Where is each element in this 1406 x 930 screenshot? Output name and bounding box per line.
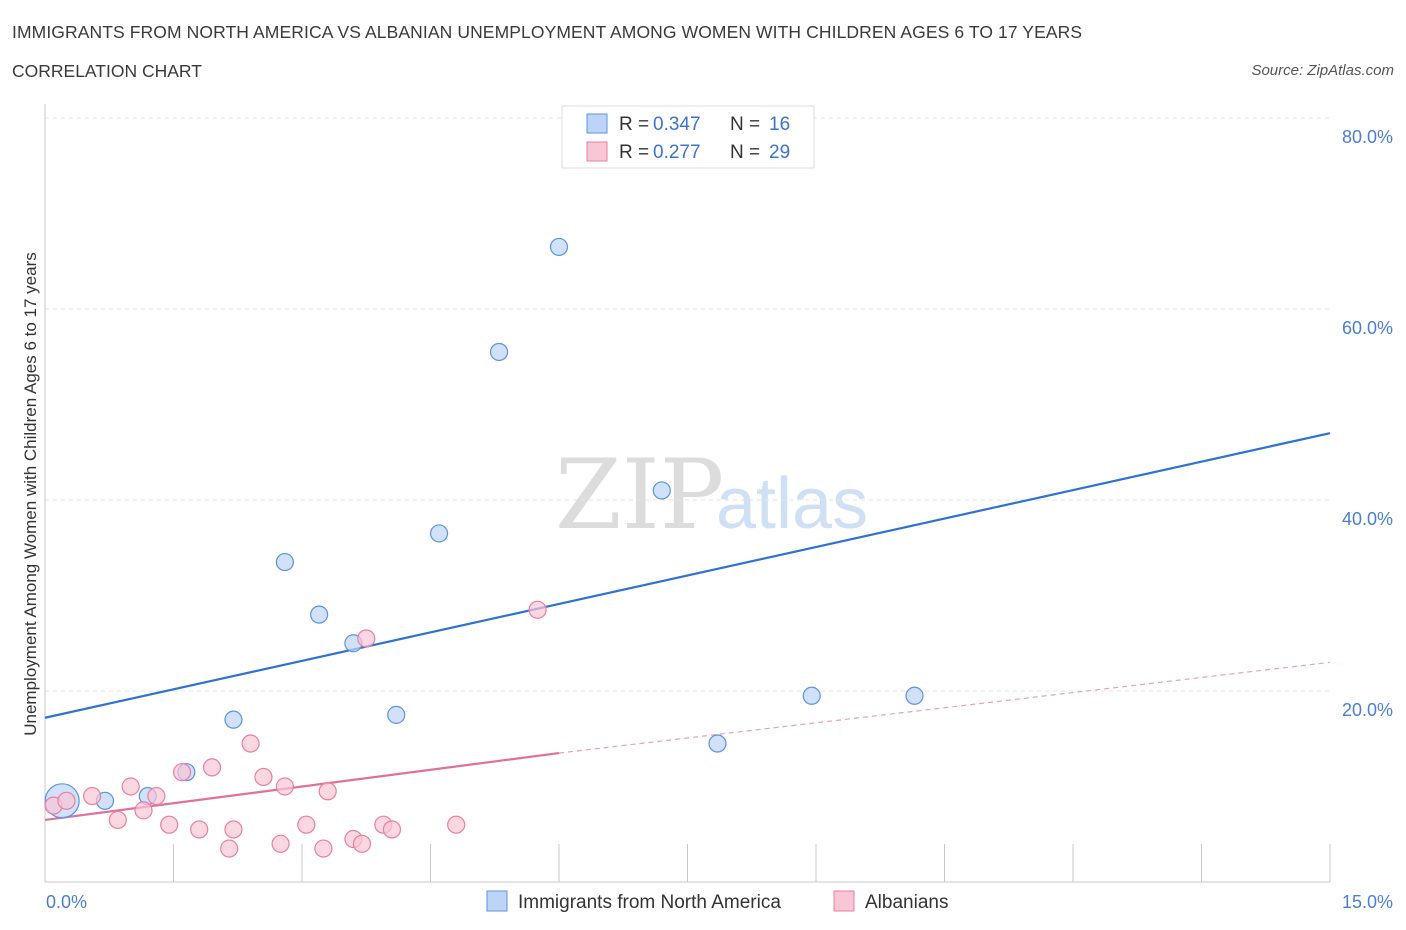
- legend-n-label-1: N =: [730, 114, 760, 135]
- point-albanians: [241, 734, 260, 753]
- point-north-america: [489, 342, 509, 362]
- point-albanians: [382, 820, 402, 839]
- bottom-legend-label-albanians: Albanians: [865, 892, 948, 913]
- point-albanians: [447, 815, 466, 834]
- x-tick-labels: 0.0% 15.0%: [46, 892, 1393, 912]
- legend-n-value-1: 16: [769, 114, 790, 135]
- data-points: [44, 237, 924, 858]
- point-albanians: [121, 777, 140, 796]
- point-north-america: [275, 552, 294, 572]
- point-albanians: [190, 820, 209, 839]
- point-albanians: [202, 758, 222, 777]
- point-albanians: [224, 820, 243, 839]
- trend-lines: [44, 432, 1331, 822]
- point-north-america: [387, 705, 406, 724]
- bottom-legend-swatch-albanians: [833, 890, 855, 912]
- series-legend: Immigrants from North America Albanians: [486, 890, 948, 913]
- legend-swatch-albanians: [586, 141, 608, 162]
- source-credit: Source: ZipAtlas.com: [1251, 62, 1394, 79]
- legend-r-label-1: R =: [619, 114, 649, 135]
- point-albanians: [160, 815, 179, 834]
- y-tick-labels: 20.0% 40.0% 60.0% 80.0%: [1342, 127, 1393, 720]
- point-north-america: [652, 481, 671, 500]
- point-north-america: [224, 710, 243, 729]
- watermark-atlas: atlas: [716, 464, 868, 544]
- point-albanians: [528, 600, 547, 619]
- bottom-legend-swatch-north-america: [486, 890, 508, 912]
- point-albanians: [57, 791, 76, 810]
- y-axis-label: Unemployment Among Women with Children A…: [21, 252, 40, 736]
- watermark-zip: ZIP: [555, 439, 724, 551]
- point-albanians: [318, 782, 337, 801]
- point-albanians: [297, 815, 316, 834]
- trend-line-1: [44, 432, 1331, 719]
- point-albanians: [352, 834, 372, 853]
- point-albanians: [254, 767, 273, 787]
- y-tick-label: 60.0%: [1342, 318, 1393, 338]
- point-north-america: [549, 237, 569, 257]
- point-albanians: [357, 629, 376, 648]
- legend-swatch-north-america: [586, 113, 608, 134]
- y-tick-label: 40.0%: [1342, 509, 1393, 529]
- point-albanians: [275, 777, 294, 796]
- legend-r-value-2: 0.277: [653, 142, 701, 163]
- chart-subtitle: CORRELATION CHART: [12, 61, 202, 81]
- x-tick-label-max: 15.0%: [1342, 892, 1393, 912]
- trend-line-2: [44, 751, 560, 822]
- point-north-america: [905, 686, 924, 705]
- point-albanians: [271, 834, 290, 853]
- legend-r-label-2: R =: [619, 142, 649, 163]
- point-albanians: [314, 839, 333, 858]
- point-north-america: [429, 524, 449, 543]
- y-tick-label: 80.0%: [1342, 127, 1393, 147]
- point-north-america: [802, 686, 821, 705]
- trend-line-extension-2: [558, 661, 1331, 754]
- stats-legend: R = 0.347 N = 16 R = 0.277 N = 29: [561, 105, 815, 169]
- axes: [44, 104, 1331, 883]
- point-albanians: [108, 810, 127, 830]
- chart-title: IMMIGRANTS FROM NORTH AMERICA VS ALBANIA…: [12, 22, 1083, 42]
- point-albanians: [172, 763, 192, 782]
- point-north-america: [310, 605, 329, 624]
- bottom-legend-label-north-america: Immigrants from North America: [518, 892, 781, 913]
- legend-r-value-1: 0.347: [653, 114, 701, 135]
- point-albanians: [220, 839, 239, 858]
- point-albanians: [134, 801, 153, 820]
- point-north-america: [708, 734, 727, 753]
- legend-n-label-2: N =: [730, 142, 760, 163]
- point-albanians: [83, 786, 102, 806]
- point-albanians: [147, 786, 166, 806]
- grid-lines: [45, 117, 1330, 692]
- x-tick-label-min: 0.0%: [46, 892, 87, 912]
- legend-n-value-2: 29: [769, 142, 790, 163]
- y-tick-label: 20.0%: [1342, 700, 1393, 720]
